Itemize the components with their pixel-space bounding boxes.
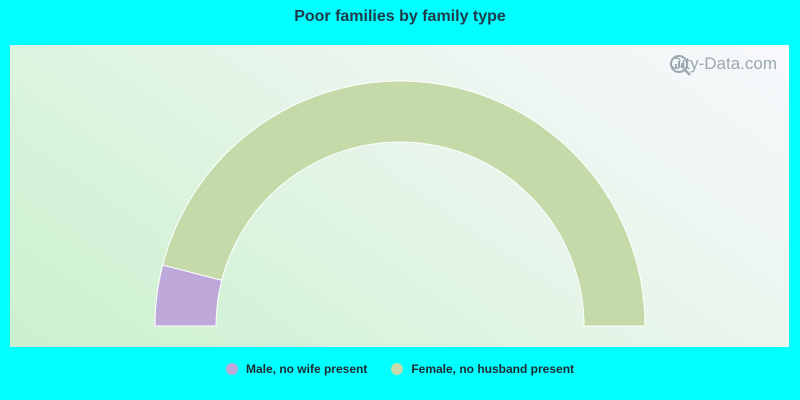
donut-slice-1[interactable]: [162, 80, 646, 327]
legend-label: Male, no wife present: [245, 362, 368, 376]
legend-item-0[interactable]: Male, no wife present: [225, 362, 368, 376]
legend: Male, no wife present Female, no husband …: [0, 362, 800, 376]
legend-item-1[interactable]: Female, no husband present: [391, 362, 574, 376]
watermark-text: City-Data.com: [669, 54, 777, 73]
legend-swatch: [225, 363, 238, 375]
plot-panel: City-Data.com: [10, 45, 789, 347]
legend-label: Female, no husband present: [411, 362, 575, 376]
watermark: City-Data.com: [669, 54, 777, 76]
chart-title: Poor families by family type: [294, 8, 506, 25]
legend-swatch: [391, 363, 404, 375]
magnifier-chart-icon: [670, 55, 692, 76]
half-donut-chart: [154, 80, 646, 327]
